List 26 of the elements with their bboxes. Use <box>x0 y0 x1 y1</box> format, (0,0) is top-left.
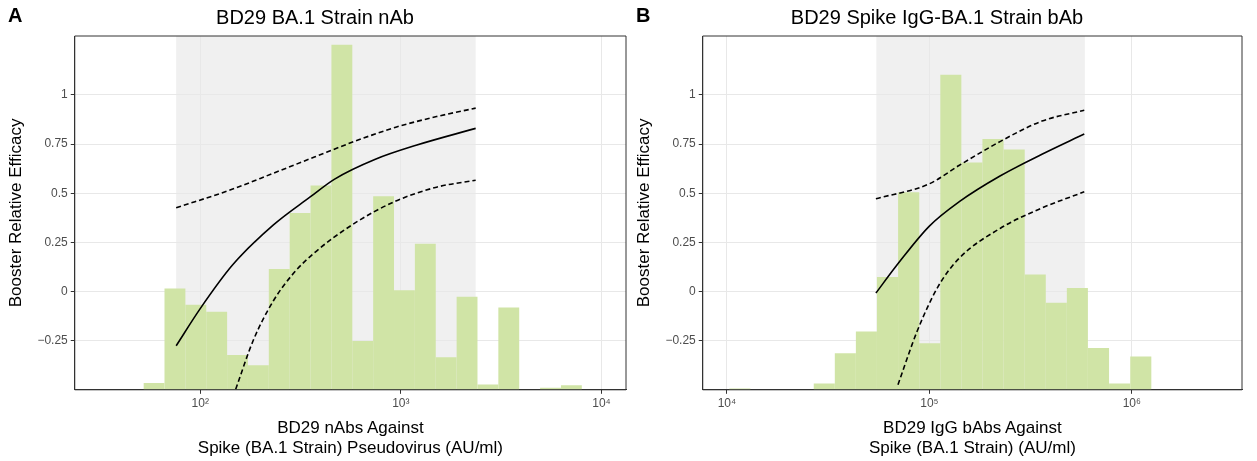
x-tick-label: 10⁶ <box>1122 396 1142 411</box>
x-axis-title: BD29 nAbs Against Spike (BA.1 Strain) Pseudovirus (AU/ml) <box>197 418 503 458</box>
y-tick-label: 0.5 <box>51 185 69 200</box>
y-tick-label: 1 <box>689 87 697 102</box>
y-axis-title: Booster Relative Efficacy <box>633 118 653 308</box>
y-tick-label: 0 <box>689 283 697 298</box>
y-tick-label: −0.25 <box>37 332 69 347</box>
x-tick-label: 10³ <box>392 396 410 411</box>
x-tick-label: 10⁴ <box>592 396 611 411</box>
x-tick-label: 10⁴ <box>717 396 737 411</box>
y-tick-label: 0.25 <box>44 234 69 249</box>
text: B <box>636 3 651 26</box>
x-tick-label: 10² <box>191 396 209 411</box>
x-tick-label: 10⁵ <box>920 396 939 411</box>
y-tick-label: 0.5 <box>679 185 697 200</box>
y-tick-label: −0.25 <box>665 332 697 347</box>
chart-title: BD29 Spike IgG-BA.1 Strain bAb <box>790 5 1084 28</box>
text: A <box>8 3 23 26</box>
y-tick-label: 0.25 <box>672 234 697 249</box>
y-tick-label: 0.75 <box>44 136 69 151</box>
y-axis-title: Booster Relative Efficacy <box>5 118 25 308</box>
x-axis-title: BD29 IgG bAbs Against Spike (BA.1 Strain) (AU/ml) <box>868 418 1076 458</box>
y-tick-label: 0 <box>61 283 69 298</box>
y-tick-label: 0.75 <box>672 136 697 151</box>
y-tick-label: 1 <box>61 87 69 102</box>
chart-title: BD29 BA.1 Strain nAb <box>216 5 414 28</box>
